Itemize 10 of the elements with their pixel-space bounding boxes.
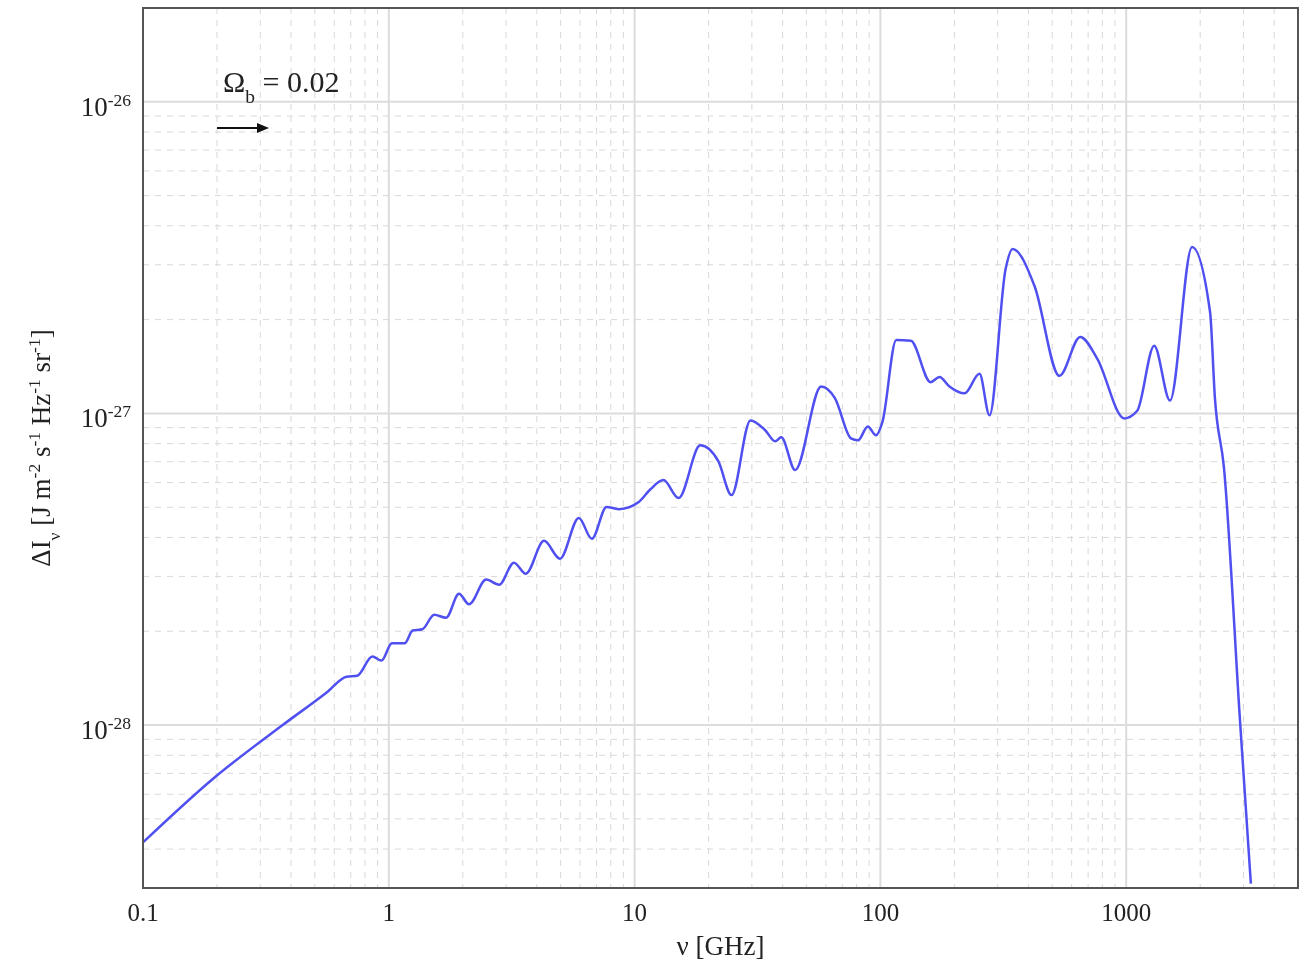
x-tick-label: 100 [861,899,900,926]
x-tick-label: 10 [622,899,648,926]
x-axis-title: ν [GHz] [676,931,765,961]
x-tick-label: 0.1 [127,899,159,926]
annotation: Ω$_{b}$ = 0.02 [223,65,340,107]
y-tick-label: 10$^{-26}$ [80,89,132,122]
y-tick-label: 10$^{-27}$ [80,401,132,434]
y-tick-label: 10$^{-28}$ [80,713,132,746]
x-tick-label: 1000 [1101,899,1152,926]
x-tick-label: 1 [382,899,396,926]
